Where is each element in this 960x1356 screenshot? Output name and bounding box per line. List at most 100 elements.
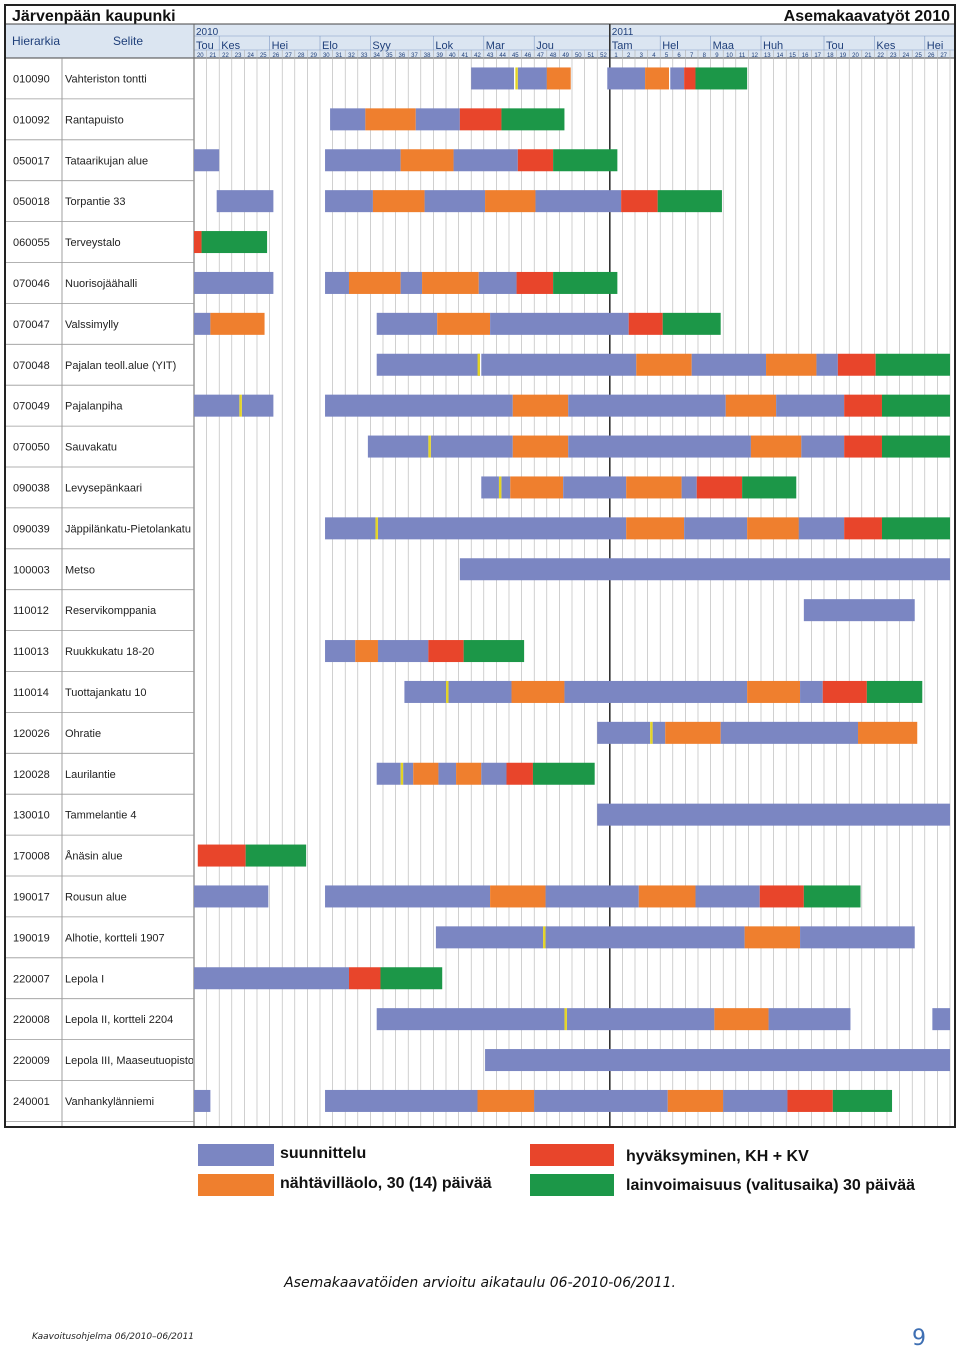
week-label: 29 xyxy=(310,53,317,59)
week-label: 7 xyxy=(690,53,694,59)
week-label: 48 xyxy=(550,53,557,59)
week-label: 50 xyxy=(575,53,582,59)
bar-suunnittelu xyxy=(563,476,627,499)
week-label: 40 xyxy=(449,53,456,59)
bar-hyvaksyminen xyxy=(696,476,743,499)
milestone-marker xyxy=(543,926,546,949)
bar-suunnittelu xyxy=(377,640,429,663)
footer-text: Kaavoitusohjelma 06/2010–06/2011 xyxy=(32,1332,195,1342)
bar-suunnittelu xyxy=(564,680,748,703)
bar-nahtavillaolo xyxy=(725,394,777,417)
bar-suunnittelu xyxy=(376,353,481,376)
legend-label-lainvoimaisuus: lainvoimaisuus (valitusaika) 30 päivää xyxy=(626,1177,916,1194)
week-label: 30 xyxy=(323,53,330,59)
bar-nahtavillaolo xyxy=(750,435,802,458)
bar-nahtavillaolo xyxy=(626,517,685,540)
bar-suunnittelu xyxy=(568,435,751,458)
bar-suunnittelu xyxy=(453,149,518,172)
bar-suunnittelu xyxy=(403,762,414,785)
bar-lainvoimaisuus xyxy=(832,1089,893,1112)
week-label: 25 xyxy=(260,53,267,59)
bar-nahtavillaolo xyxy=(747,680,801,703)
row-name: Ruukkukatu 18-20 xyxy=(65,646,154,658)
bar-nahtavillaolo xyxy=(355,640,378,663)
week-label: 37 xyxy=(411,53,418,59)
gantt-svg: Järvenpään kaupunki Asemakaavatyöt 2010 Hi… xyxy=(6,6,954,1126)
row-name: Vanhankylänniemi xyxy=(65,1096,154,1108)
month-label: Tou xyxy=(196,40,214,52)
legend-label-suunnittelu: suunnittelu xyxy=(280,1145,367,1162)
bar-suunnittelu xyxy=(459,558,950,581)
bar-nahtavillaolo xyxy=(485,190,536,213)
bar-suunnittelu xyxy=(597,803,950,826)
bar-hyvaksyminen xyxy=(428,640,464,663)
row-id: 070047 xyxy=(13,319,50,331)
bar-nahtavillaolo xyxy=(365,108,416,131)
bar-lainvoimaisuus xyxy=(553,271,618,294)
bar-nahtavillaolo xyxy=(546,67,571,90)
row-id: 070048 xyxy=(13,360,50,372)
week-label: 24 xyxy=(247,53,254,59)
week-label: 1 xyxy=(614,53,618,59)
bar-lainvoimaisuus xyxy=(742,476,797,499)
bar-nahtavillaolo xyxy=(437,312,491,335)
week-label: 41 xyxy=(462,53,469,59)
week-label: 4 xyxy=(652,53,656,59)
bar-lainvoimaisuus xyxy=(881,435,950,458)
bar-lainvoimaisuus xyxy=(245,844,307,867)
bar-suunnittelu xyxy=(566,1008,715,1031)
bar-nahtavillaolo xyxy=(626,476,682,499)
row-id: 090039 xyxy=(13,523,50,535)
bar-suunnittelu xyxy=(216,190,274,213)
row-id: 120026 xyxy=(13,728,50,740)
header-calendar-band xyxy=(194,24,954,58)
month-label: Hei xyxy=(272,40,289,52)
bar-suunnittelu xyxy=(800,926,915,949)
row-id: 110012 xyxy=(13,605,49,617)
bar-suunnittelu xyxy=(415,108,460,131)
bar-suunnittelu xyxy=(194,1089,211,1112)
row-id: 240001 xyxy=(13,1096,50,1108)
row-name: Jäppilänkatu-Pietolankatu xyxy=(65,523,191,535)
row-name: Metso xyxy=(65,564,95,576)
bar-hyvaksyminen xyxy=(844,435,882,458)
bar-suunnittelu xyxy=(568,394,726,417)
bar-suunnittelu xyxy=(670,67,685,90)
row-name: Ånäsin alue xyxy=(65,850,123,863)
legend-swatch-suunnittelu xyxy=(198,1144,274,1166)
row-id: 050017 xyxy=(13,155,50,167)
week-label: 16 xyxy=(802,53,809,59)
gantt-chart: Järvenpään kaupunki Asemakaavatyöt 2010 Hi… xyxy=(4,4,956,1128)
bar-nahtavillaolo xyxy=(512,435,569,458)
week-label: 20 xyxy=(197,53,204,59)
week-label: 23 xyxy=(890,53,897,59)
bar-nahtavillaolo xyxy=(747,517,799,540)
row-id: 130010 xyxy=(13,810,50,822)
month-label: Tam xyxy=(612,40,633,52)
bar-suunnittelu xyxy=(325,517,376,540)
bar-suunnittelu xyxy=(720,721,859,744)
week-label: 8 xyxy=(703,53,707,59)
bar-hyvaksyminen xyxy=(621,190,658,213)
month-label: Tou xyxy=(826,40,844,52)
year-label-2010: 2010 xyxy=(196,27,219,38)
bar-nahtavillaolo xyxy=(477,1089,535,1112)
bar-lainvoimaisuus xyxy=(201,231,268,254)
week-label: 35 xyxy=(386,53,393,59)
week-label: 20 xyxy=(852,53,859,59)
week-label: 13 xyxy=(764,53,771,59)
week-label: 52 xyxy=(600,53,607,59)
milestone-marker xyxy=(428,435,431,458)
row-id: 100003 xyxy=(13,564,50,576)
row-name: Tataarikujan alue xyxy=(65,155,148,167)
week-label: 12 xyxy=(751,53,758,59)
bar-lainvoimaisuus xyxy=(553,149,618,172)
week-label: 31 xyxy=(336,53,343,59)
week-label: 38 xyxy=(424,53,431,59)
bar-hyvaksyminen xyxy=(197,844,246,867)
month-label: Hel xyxy=(662,40,679,52)
bar-lainvoimaisuus xyxy=(463,640,525,663)
week-label: 23 xyxy=(235,53,242,59)
week-label: 49 xyxy=(562,53,569,59)
row-id: 070050 xyxy=(13,442,50,454)
